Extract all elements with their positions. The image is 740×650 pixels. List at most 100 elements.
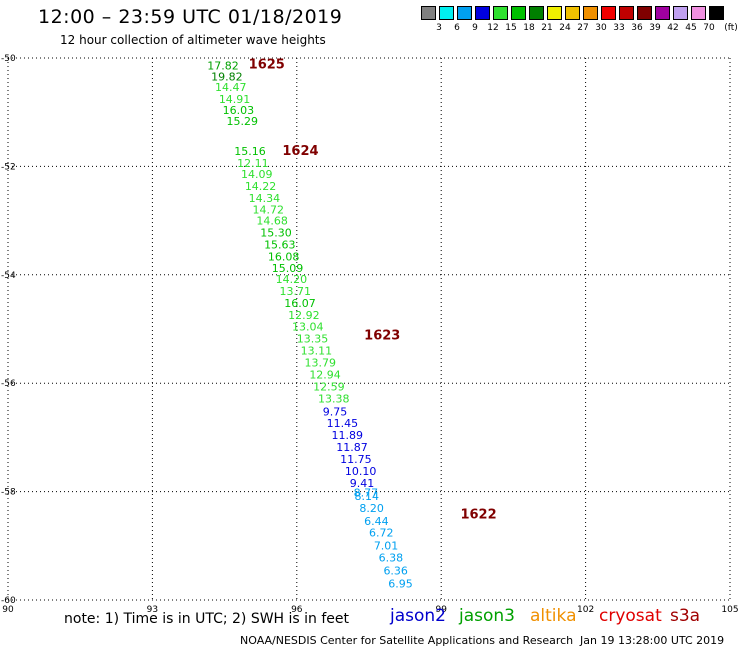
colorbar-swatch [439, 6, 454, 20]
satellite-cryosat: cryosat [599, 606, 662, 626]
colorbar-label: 9 [472, 23, 478, 33]
swh-data-label: 14.91 [219, 93, 251, 106]
credit-text: NOAA/NESDIS Center for Satellite Applica… [240, 634, 574, 647]
swh-data-label: 16.07 [284, 297, 316, 310]
x-tick-label: 99 [435, 605, 447, 615]
timestamp-text: Jan 19 13:28:00 UTC 2019 [580, 634, 725, 647]
colorbar-label: 6 [454, 23, 460, 33]
colorbar-label: 3 [436, 23, 442, 33]
x-tick-label: 96 [291, 605, 303, 615]
y-tick-label: -60 [1, 596, 16, 606]
swh-data-label: 8.77 [354, 487, 379, 500]
swh-data-label: 17.82 [207, 60, 239, 73]
swh-data-label: 14.47 [215, 81, 247, 94]
swh-data-label: 14.20 [276, 273, 308, 286]
swh-data-label: 13.35 [297, 333, 329, 346]
colorbar-label: 27 [577, 23, 589, 33]
swh-data-label: 12.11 [237, 157, 269, 170]
swh-data-label: 13.38 [318, 392, 350, 405]
pass-time-label: 1624 [282, 144, 318, 159]
swh-data-label: 16.03 [223, 104, 255, 117]
swh-data-label: 15.09 [272, 262, 304, 275]
swh-data-label: 7.01 [374, 540, 399, 553]
chart-title: 12:00 – 23:59 UTC 01/18/2019 [38, 6, 343, 28]
pass-time-label: 1625 [249, 57, 285, 72]
swh-data-label: 12.94 [309, 368, 341, 381]
colorbar-swatch [511, 6, 526, 20]
swh-data-label: 16.08 [268, 250, 300, 263]
colorbar-swatch [475, 6, 490, 20]
swh-data-label: 6.44 [364, 515, 389, 528]
colorbar-swatch [655, 6, 670, 20]
swh-data-label: 6.38 [379, 552, 404, 565]
pass-time-label: 1622 [460, 507, 496, 522]
satellite-jason3: jason3 [459, 606, 515, 626]
y-tick-label: -52 [1, 162, 16, 172]
pass-time-label: 1623 [364, 328, 400, 343]
swh-data-label: 6.95 [388, 578, 413, 591]
colorbar-swatch [673, 6, 688, 20]
colorbar-label: 21 [541, 23, 553, 33]
colorbar-swatch [583, 6, 598, 20]
colorbar-label: 36 [631, 23, 643, 33]
colorbar-swatch [421, 6, 436, 20]
swh-data-label: 14.09 [241, 168, 273, 181]
swh-data-label: 13.79 [305, 357, 337, 370]
colorbar-swatch [637, 6, 652, 20]
swh-data-label: 14.22 [245, 180, 276, 193]
colorbar-swatch [547, 6, 562, 20]
colorbar-label: 15 [505, 23, 517, 33]
colorbar-swatch [691, 6, 706, 20]
colorbar-label: 18 [523, 23, 535, 33]
swh-data-label: 14.72 [253, 204, 285, 217]
colorbar-swatch [601, 6, 616, 20]
swh-data-label: 11.75 [340, 453, 372, 466]
y-tick-label: -50 [1, 54, 16, 64]
swh-data-label: 15.30 [260, 226, 292, 239]
colorbar-swatch [457, 6, 472, 20]
swh-data-label: 8.14 [355, 490, 380, 503]
swh-data-label: 14.34 [249, 192, 281, 205]
swh-data-label: 9.75 [323, 405, 348, 418]
swh-data-label: 9.41 [350, 477, 375, 490]
satellite-jason2: jason2 [390, 606, 446, 626]
swh-data-label: 13.71 [279, 285, 311, 298]
colorbar-label: 42 [667, 23, 679, 33]
swh-data-label: 14.68 [256, 215, 288, 228]
colorbar-label: 39 [649, 23, 661, 33]
satellite-s3a: s3a [670, 606, 701, 626]
swh-data-label: 10.10 [345, 465, 377, 478]
colorbar-label: 33 [613, 23, 625, 33]
swh-data-label: 6.72 [369, 527, 394, 540]
swh-data-label: 13.04 [292, 321, 324, 334]
swh-data-label: 11.45 [327, 417, 359, 430]
colorbar-label: 70 [703, 23, 715, 33]
colorbar-label: 45 [685, 23, 697, 33]
colorbar-label: 12 [487, 23, 499, 33]
swh-data-label: 15.29 [227, 115, 259, 128]
swh-data-label: 11.87 [336, 441, 368, 454]
colorbar-swatch [709, 6, 724, 20]
swh-data-label: 8.20 [359, 502, 384, 515]
swh-data-label: 12.92 [288, 309, 320, 322]
colorbar-swatch [493, 6, 508, 20]
swh-data-label: 13.11 [301, 345, 333, 358]
swh-data-label: 19.82 [211, 70, 243, 83]
colorbar-swatch [529, 6, 544, 20]
colorbar-swatch [619, 6, 634, 20]
x-tick-label: 105 [721, 605, 738, 615]
x-tick-label: 93 [147, 605, 158, 615]
swh-data-label: 12.59 [313, 380, 345, 393]
y-tick-label: -54 [1, 271, 16, 281]
colorbar-label: 24 [559, 23, 571, 33]
satellite-altika: altika [530, 606, 577, 626]
colorbar-unit: (ft) [724, 23, 738, 33]
chart-subtitle: 12 hour collection of altimeter wave hei… [60, 33, 326, 47]
colorbar-swatch [565, 6, 580, 20]
swh-data-label: 6.36 [383, 565, 408, 578]
y-tick-label: -58 [1, 488, 16, 498]
swh-data-label: 15.16 [234, 145, 266, 158]
y-tick-label: -56 [1, 379, 16, 389]
swh-data-label: 11.89 [331, 429, 363, 442]
